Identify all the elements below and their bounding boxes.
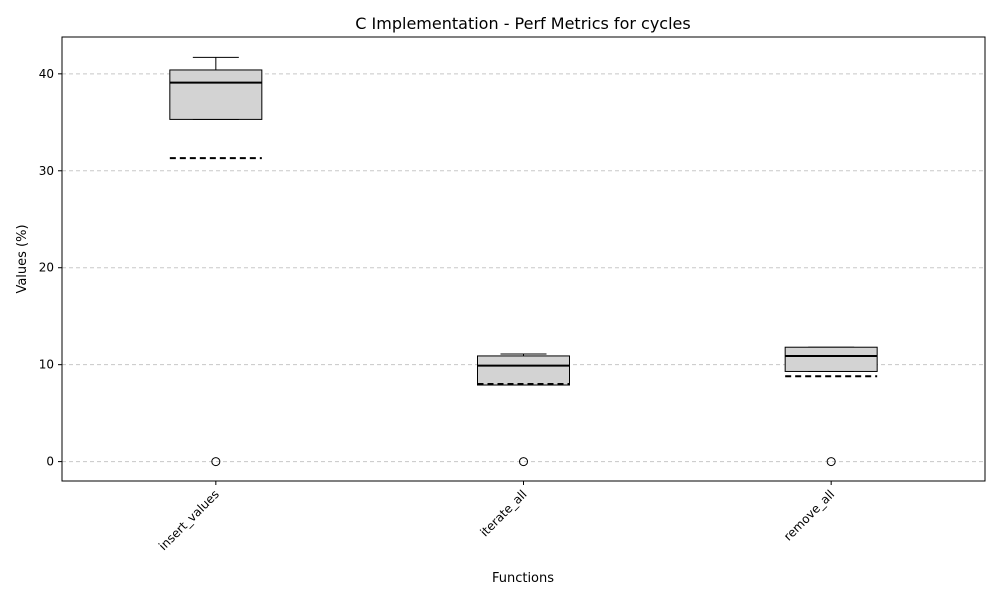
y-tick-label: 10 <box>39 358 54 372</box>
y-axis-ticks: 0 10 20 30 40 <box>39 67 62 469</box>
chart-title: C Implementation - Perf Metrics for cycl… <box>355 14 690 33</box>
x-tick-label: remove_all <box>781 487 837 543</box>
outlier-point <box>826 457 836 467</box>
y-tick-label: 20 <box>39 261 54 275</box>
x-tick-label: insert_values <box>156 487 222 553</box>
box-iqr <box>477 355 570 386</box>
grid-lines <box>62 73 985 463</box>
y-axis-label: Values (%) <box>15 224 30 293</box>
y-tick-label: 0 <box>46 455 54 469</box>
box-iterate_all <box>477 353 570 467</box>
x-tick-label: iterate_all <box>477 487 529 539</box>
box-insert_values <box>169 56 263 467</box>
box-series <box>169 56 878 467</box>
outlier-point <box>211 457 221 467</box>
box-iqr <box>784 346 878 372</box>
box-iqr <box>169 69 263 120</box>
x-axis-label: Functions <box>492 571 554 586</box>
box-remove_all <box>784 346 878 467</box>
y-tick-label: 40 <box>39 67 54 81</box>
y-tick-label: 30 <box>39 164 54 178</box>
x-axis-ticks: insert_values iterate_all remove_all <box>156 481 837 553</box>
outlier-point <box>519 457 528 467</box>
